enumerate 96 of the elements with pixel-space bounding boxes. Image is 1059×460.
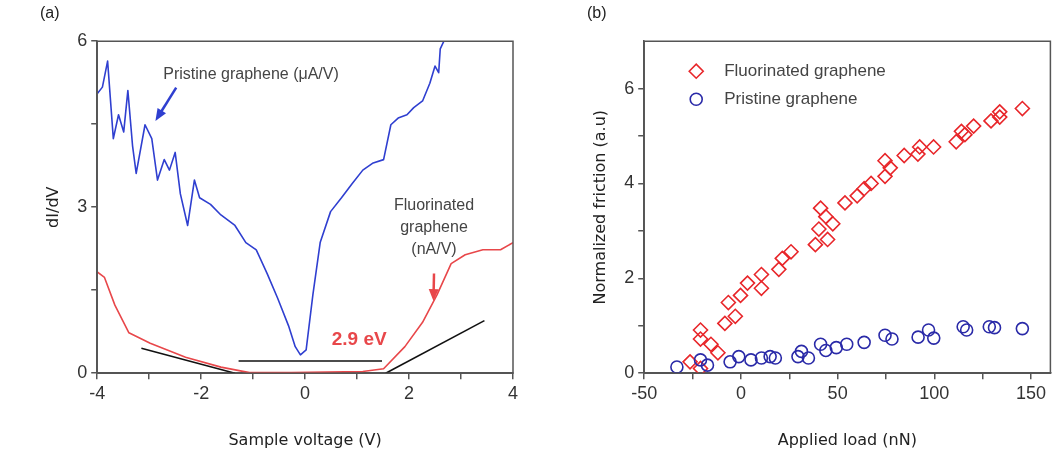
point	[720, 294, 737, 311]
annotation: Fluorinated graphene (nA/V)	[393, 195, 475, 257]
point	[863, 175, 879, 192]
point	[744, 353, 758, 367]
point	[670, 360, 684, 374]
legend-label: Pristine graphene	[724, 88, 858, 108]
y-tick-label: 4	[624, 172, 635, 193]
point	[763, 349, 777, 364]
point	[703, 336, 719, 353]
point	[982, 319, 997, 334]
legend-label: Fluorinated graphene	[724, 60, 886, 80]
point	[774, 250, 791, 267]
point	[813, 337, 828, 352]
point	[783, 243, 799, 260]
point	[818, 208, 834, 225]
point	[965, 118, 982, 134]
point	[723, 355, 737, 369]
x-tick-label: -4	[89, 382, 106, 403]
annotation: Pristine graphene (μA/V)	[163, 64, 339, 82]
point	[732, 287, 749, 304]
x-tick-label: 50	[827, 382, 848, 403]
y-axis-title: Normalized friction (a.u)	[589, 109, 609, 305]
x-axis-title: Sample voltage (V)	[228, 429, 382, 449]
point	[794, 344, 809, 359]
point	[739, 275, 756, 291]
point	[811, 221, 827, 237]
x-tick-label: -50	[631, 382, 658, 403]
x-tick-label: 150	[1016, 382, 1047, 403]
y-axis-title: dI/dV	[42, 186, 62, 228]
point	[953, 123, 970, 140]
point	[768, 351, 783, 365]
y-tick-label: 6	[77, 30, 88, 51]
point	[700, 358, 715, 372]
point	[983, 113, 999, 129]
point	[956, 319, 970, 334]
chart-title: (b)	[587, 4, 607, 22]
point	[727, 308, 744, 325]
point	[959, 323, 974, 337]
point	[856, 180, 872, 197]
point	[717, 315, 733, 332]
point	[991, 104, 1008, 120]
x-tick-label: 0	[300, 382, 311, 403]
point	[829, 340, 844, 355]
point	[693, 353, 708, 367]
point	[753, 266, 770, 283]
point	[819, 343, 833, 358]
point	[877, 168, 893, 185]
y-tick-label: 6	[624, 77, 635, 98]
point	[857, 335, 871, 350]
point	[839, 337, 854, 352]
point	[801, 351, 816, 365]
point	[754, 351, 769, 365]
x-axis-title: Applied load (nN)	[777, 429, 917, 449]
point	[692, 322, 709, 338]
x-tick-label: 0	[735, 382, 746, 403]
point	[885, 332, 899, 346]
point	[682, 354, 698, 370]
point	[692, 331, 709, 347]
y-tick-label: 3	[77, 196, 88, 217]
point	[1014, 100, 1031, 117]
point	[771, 261, 787, 278]
point	[896, 147, 912, 164]
point	[849, 188, 865, 204]
point	[911, 330, 925, 344]
point	[877, 152, 893, 169]
y-tick-label: 0	[77, 362, 88, 383]
point	[882, 160, 899, 176]
point	[825, 216, 841, 232]
point	[819, 231, 836, 248]
point	[921, 323, 936, 337]
annotation: 2.9 eV	[331, 328, 387, 350]
point	[753, 280, 770, 297]
chart-title: (a)	[40, 4, 60, 22]
point	[807, 236, 824, 253]
point	[948, 133, 964, 150]
point	[812, 200, 829, 216]
point	[1015, 321, 1030, 336]
point	[692, 360, 709, 374]
x-tick-label: -2	[193, 382, 210, 403]
point	[732, 349, 746, 364]
point	[791, 349, 805, 364]
point	[957, 126, 973, 143]
x-tick-label: 4	[507, 382, 519, 403]
point	[911, 139, 928, 155]
point	[926, 331, 941, 345]
point	[878, 328, 892, 343]
y-tick-label: 2	[624, 267, 635, 288]
x-tick-label: 100	[919, 382, 950, 403]
point	[991, 109, 1008, 125]
y-tick-label: 0	[624, 362, 635, 383]
point	[987, 320, 1002, 335]
point	[925, 139, 942, 155]
point	[837, 195, 853, 211]
x-tick-label: 2	[404, 382, 415, 403]
point	[910, 146, 926, 162]
point	[710, 345, 726, 361]
